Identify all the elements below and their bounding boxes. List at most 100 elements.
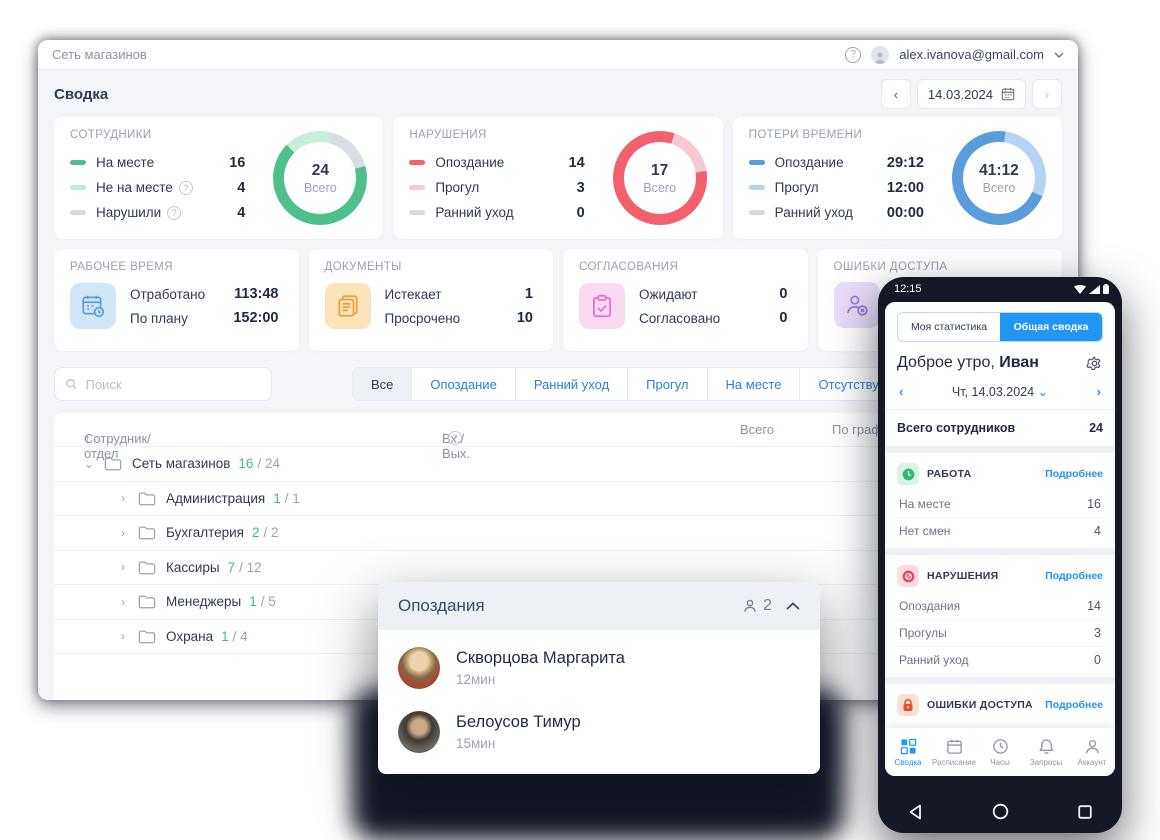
legend-swatch bbox=[748, 160, 765, 165]
card-employees: СОТРУДНИКИ На месте 16 Не на месте ? 4 Н… bbox=[54, 117, 384, 239]
table-row-root[interactable]: ⌄ Сеть магазинов 16 / 24 bbox=[54, 447, 1062, 482]
help-icon[interactable]: ? bbox=[167, 205, 182, 220]
legend-row: На месте 16 bbox=[70, 150, 267, 175]
late-person-row[interactable]: Скворцова Маргарита 12мин bbox=[378, 636, 820, 700]
date-next-button[interactable]: › bbox=[1096, 384, 1101, 399]
person-icon bbox=[874, 51, 886, 64]
info-label: Согласовано bbox=[639, 310, 721, 326]
tab-all[interactable]: Все bbox=[353, 368, 412, 400]
info-label: Ожидают bbox=[639, 286, 698, 302]
card-title: ОШИБКИ ДОСТУПА bbox=[833, 261, 948, 273]
chevron-up-icon[interactable] bbox=[786, 602, 800, 610]
tab-on-site[interactable]: На месте bbox=[706, 368, 800, 400]
card-title: ОШИБКИ ДОСТУПА bbox=[927, 699, 1033, 711]
chevron-right-icon[interactable]: › bbox=[121, 491, 125, 506]
popup-header[interactable]: Опоздания 2 bbox=[378, 582, 820, 630]
chevron-down-icon[interactable] bbox=[1054, 52, 1064, 58]
details-link[interactable]: Подробнее bbox=[1045, 468, 1103, 480]
table-row[interactable]: › Администрация 1 / 1 bbox=[54, 482, 1062, 516]
table-row[interactable]: › Бухгалтерия 2 / 2 bbox=[54, 516, 1062, 551]
help-icon[interactable]: ? bbox=[448, 431, 462, 445]
tab-late[interactable]: Опоздание bbox=[411, 368, 514, 400]
tab-early-leave[interactable]: Ранний уход bbox=[514, 368, 627, 400]
date-next-button[interactable]: › bbox=[1032, 79, 1062, 109]
violations-donut-chart: 17 Всего bbox=[612, 131, 707, 225]
chevron-right-icon[interactable]: › bbox=[121, 594, 125, 609]
legend-label: На месте bbox=[96, 155, 155, 170]
late-duration: 12мин bbox=[456, 672, 496, 687]
date-prev-button[interactable]: ‹ bbox=[880, 79, 911, 109]
chevron-right-icon[interactable]: › bbox=[121, 560, 125, 575]
row-total-count: / 1 bbox=[284, 490, 300, 506]
legend-value: 00:00 bbox=[886, 204, 924, 221]
row-name: Кассиры bbox=[166, 559, 220, 575]
date-value-button[interactable]: 14.03.2024 bbox=[916, 79, 1026, 109]
donut-total-label: Всего bbox=[643, 180, 677, 195]
folder-icon bbox=[138, 525, 156, 540]
documents-icon bbox=[324, 283, 371, 329]
gear-icon[interactable] bbox=[1086, 355, 1103, 372]
home-button[interactable] bbox=[992, 803, 1009, 820]
greeting: Доброе утро, Иван bbox=[897, 354, 1039, 371]
row-total-count: / 4 bbox=[232, 628, 248, 644]
lock-icon bbox=[897, 694, 919, 716]
total-value: 24 bbox=[1089, 421, 1103, 435]
row-name: Администрация bbox=[166, 490, 266, 506]
search-input-wrapper bbox=[54, 367, 272, 401]
phone-bottom-nav: Сводка Расписание Часы Запросы Аккаунт bbox=[885, 728, 1115, 776]
chevron-right-icon[interactable]: › bbox=[121, 629, 125, 644]
help-icon[interactable]: ? bbox=[178, 180, 193, 195]
back-button[interactable] bbox=[908, 804, 922, 820]
page-title: Сводка bbox=[54, 85, 109, 103]
battery-icon bbox=[1103, 284, 1109, 294]
recents-button[interactable] bbox=[1078, 804, 1092, 819]
info-value: 0 bbox=[779, 286, 788, 302]
donut-total-label: Всего bbox=[982, 180, 1016, 195]
tab-absence[interactable]: Прогул bbox=[627, 368, 706, 400]
row-present-count: 16 bbox=[238, 456, 254, 472]
details-link[interactable]: Подробнее bbox=[1045, 699, 1103, 711]
grid-icon bbox=[900, 738, 916, 754]
row-name: Менеджеры bbox=[166, 594, 242, 610]
legend-label: Прогул bbox=[435, 180, 480, 195]
stat-value: 3 bbox=[1094, 626, 1101, 640]
tab-general-summary[interactable]: Общая сводка bbox=[1000, 313, 1102, 341]
legend-swatch bbox=[70, 210, 86, 215]
chevron-down-icon: ⌄ bbox=[1037, 385, 1049, 399]
date-prev-button[interactable]: ‹ bbox=[899, 384, 904, 399]
sort-arrow-icon: ↑ bbox=[84, 431, 91, 446]
details-link[interactable]: Подробнее bbox=[1045, 570, 1103, 582]
legend-swatch bbox=[748, 185, 765, 190]
donut-total: 17 bbox=[651, 161, 669, 179]
greeting-name: Иван bbox=[999, 354, 1039, 371]
tab-absent[interactable]: Отсутствуют bbox=[799, 368, 912, 400]
nav-summary[interactable]: Сводка bbox=[885, 738, 931, 767]
info-value: 1 bbox=[524, 286, 533, 302]
calendar-icon bbox=[946, 739, 962, 754]
card-violations: НАРУШЕНИЯ Опоздание 14 Прогул 3 Ранний у… bbox=[393, 117, 723, 239]
app-title: Сеть магазинов bbox=[52, 47, 147, 62]
phone-date[interactable]: Чт, 14.03.2024 ⌄ bbox=[951, 385, 1049, 399]
legend-label: Опоздание bbox=[435, 155, 505, 170]
info-value: 152:00 bbox=[233, 310, 279, 326]
nav-hours[interactable]: Часы bbox=[977, 738, 1023, 767]
help-icon[interactable]: ? bbox=[845, 46, 862, 63]
legend-value: 4 bbox=[237, 179, 246, 196]
clipboard-check-icon bbox=[579, 283, 625, 329]
nav-requests[interactable]: Запросы bbox=[1023, 738, 1069, 767]
info-label: Просрочено bbox=[384, 310, 461, 326]
info-label: По плану bbox=[130, 310, 188, 326]
search-input[interactable] bbox=[85, 376, 261, 392]
tab-my-stats[interactable]: Моя статистика bbox=[898, 313, 1000, 341]
nav-account[interactable]: Аккаунт bbox=[1069, 738, 1115, 767]
user-avatar[interactable] bbox=[871, 45, 890, 64]
user-email[interactable]: alex.ivanova@gmail.com bbox=[899, 47, 1044, 62]
late-person-row[interactable]: Белоусов Тимур 15мин bbox=[378, 700, 820, 764]
legend-swatch bbox=[409, 210, 426, 215]
info-value: 113:48 bbox=[234, 286, 279, 302]
nav-schedule[interactable]: Расписание bbox=[931, 738, 977, 767]
chevron-right-icon[interactable]: › bbox=[121, 525, 125, 540]
chevron-down-icon[interactable]: ⌄ bbox=[83, 456, 95, 471]
date-picker: ‹ 14.03.2024 › bbox=[880, 79, 1062, 109]
legend-row: Ранний уход 0 bbox=[409, 200, 606, 225]
